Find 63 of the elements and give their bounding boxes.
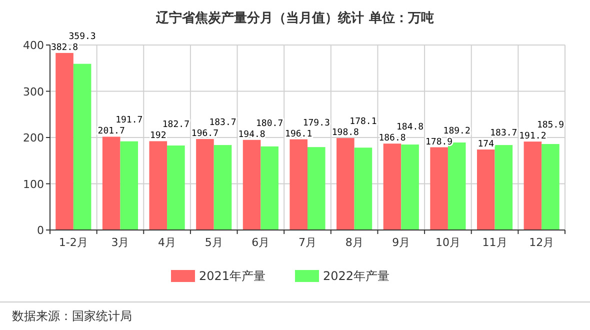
data-label: 198.8	[332, 128, 359, 138]
data-label: 382.8	[50, 42, 78, 53]
y-tick-label: 400	[23, 39, 44, 52]
data-label: 185.9	[536, 120, 564, 131]
bar	[196, 139, 214, 230]
bar	[308, 147, 326, 230]
data-label: 179.3	[302, 118, 330, 128]
x-tick-label: 12月	[529, 236, 554, 249]
data-label: 201.7	[98, 126, 125, 137]
x-tick-label: 8月	[345, 236, 364, 249]
data-label: 184.8	[396, 122, 424, 133]
legend-label: 2021年产量	[199, 269, 266, 283]
data-label: 192	[150, 131, 166, 142]
y-tick-label: 0	[37, 224, 44, 237]
data-label: 178.9	[426, 137, 453, 148]
bar	[524, 142, 542, 230]
bar	[214, 145, 232, 230]
bar	[260, 146, 278, 230]
data-label: 191.7	[116, 116, 143, 126]
data-label: 196.1	[285, 129, 312, 140]
y-tick-label: 200	[23, 132, 44, 144]
data-label: 191.2	[519, 132, 546, 142]
y-tick-label: 100	[23, 178, 44, 191]
bar	[120, 141, 138, 230]
x-tick-label: 9月	[392, 236, 410, 249]
x-tick-label: 3月	[111, 236, 130, 249]
x-tick-label: 1-2月	[58, 236, 88, 249]
bar	[494, 145, 513, 230]
data-label: 183.7	[490, 128, 518, 139]
data-label: 186.8	[378, 134, 406, 144]
data-label: 189.2	[443, 126, 470, 136]
data-label: 180.7	[256, 118, 284, 129]
data-label: 174	[478, 140, 494, 150]
bar	[354, 148, 372, 230]
bar	[56, 52, 74, 230]
bar	[102, 136, 120, 230]
bar	[542, 144, 560, 230]
bar	[383, 144, 402, 230]
data-label: 194.8	[238, 130, 266, 140]
x-tick-label: 11月	[482, 236, 508, 249]
chart-title: 辽宁省焦炭产量分月（当月值）统计 单位：万吨	[155, 10, 434, 26]
bar	[401, 144, 419, 230]
bar	[476, 150, 495, 230]
bar	[290, 139, 308, 230]
bar	[242, 140, 261, 230]
x-tick-label: 7月	[298, 236, 316, 249]
bar	[430, 147, 448, 230]
x-tick-label: 10月	[435, 236, 460, 249]
data-label: 359.3	[68, 32, 96, 42]
bar	[336, 138, 354, 230]
x-tick-label: 6月	[252, 236, 270, 249]
data-label: 183.7	[209, 118, 236, 128]
y-tick-label: 300	[23, 85, 44, 98]
source-note: 数据来源：国家统计局	[12, 309, 132, 323]
bar	[73, 64, 92, 230]
bar	[167, 146, 185, 230]
legend-label: 2022年产量	[323, 269, 390, 283]
x-tick-label: 4月	[158, 236, 176, 249]
x-tick-label: 5月	[204, 236, 223, 249]
data-label: 182.7	[162, 120, 190, 130]
data-label: 178.1	[350, 117, 377, 128]
data-label: 196.7	[191, 129, 219, 140]
bar	[149, 141, 168, 230]
